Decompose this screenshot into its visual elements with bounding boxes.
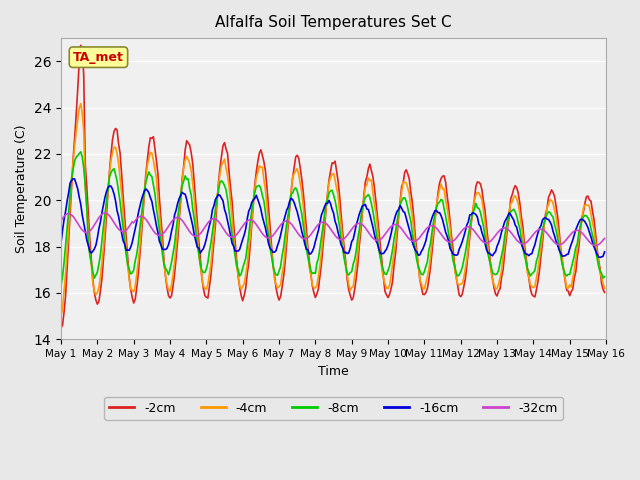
Line: -32cm: -32cm [61, 213, 605, 246]
-8cm [239, 265, 246, 271]
-32cm [572, 228, 580, 233]
-16cm [248, 199, 255, 205]
-2cm [221, 140, 228, 145]
-32cm [125, 224, 133, 229]
Line: -16cm: -16cm [61, 179, 605, 257]
-8cm [296, 204, 304, 210]
-4cm [239, 283, 246, 289]
-2cm [77, 42, 84, 48]
-32cm [57, 218, 65, 224]
-4cm [572, 255, 580, 261]
-8cm [57, 283, 65, 288]
-2cm [248, 222, 255, 228]
-8cm [601, 274, 609, 279]
-8cm [77, 149, 84, 155]
-2cm [57, 325, 65, 331]
-2cm [125, 275, 133, 280]
-8cm [221, 183, 228, 189]
-4cm [125, 275, 133, 281]
-4cm [57, 313, 65, 319]
-16cm [221, 206, 228, 212]
Line: -2cm: -2cm [61, 45, 605, 328]
Text: TA_met: TA_met [73, 51, 124, 64]
-16cm [596, 254, 604, 260]
-8cm [248, 208, 255, 214]
-4cm [296, 181, 304, 187]
-16cm [69, 176, 77, 181]
Y-axis label: Soil Temperature (C): Soil Temperature (C) [15, 124, 28, 253]
-32cm [601, 236, 609, 241]
-4cm [77, 101, 84, 107]
-32cm [221, 228, 228, 233]
-2cm [572, 269, 580, 275]
-4cm [248, 216, 255, 222]
-16cm [239, 236, 246, 242]
-32cm [239, 223, 246, 229]
Legend: -2cm, -4cm, -8cm, -16cm, -32cm: -2cm, -4cm, -8cm, -16cm, -32cm [104, 397, 563, 420]
-4cm [601, 286, 609, 291]
-2cm [296, 165, 304, 171]
-2cm [239, 298, 246, 304]
-8cm [572, 245, 580, 251]
X-axis label: Time: Time [318, 365, 349, 378]
Line: -8cm: -8cm [61, 152, 605, 286]
-4cm [221, 156, 228, 162]
-16cm [601, 249, 609, 255]
Title: Alfalfa Soil Temperatures Set C: Alfalfa Soil Temperatures Set C [215, 15, 452, 30]
-32cm [591, 243, 599, 249]
-16cm [572, 227, 580, 232]
Line: -4cm: -4cm [61, 104, 605, 316]
-16cm [125, 247, 133, 253]
-16cm [296, 221, 304, 227]
-8cm [125, 266, 133, 272]
-32cm [296, 233, 304, 239]
-32cm [101, 210, 109, 216]
-32cm [248, 217, 255, 223]
-2cm [601, 289, 609, 295]
-16cm [57, 240, 65, 246]
